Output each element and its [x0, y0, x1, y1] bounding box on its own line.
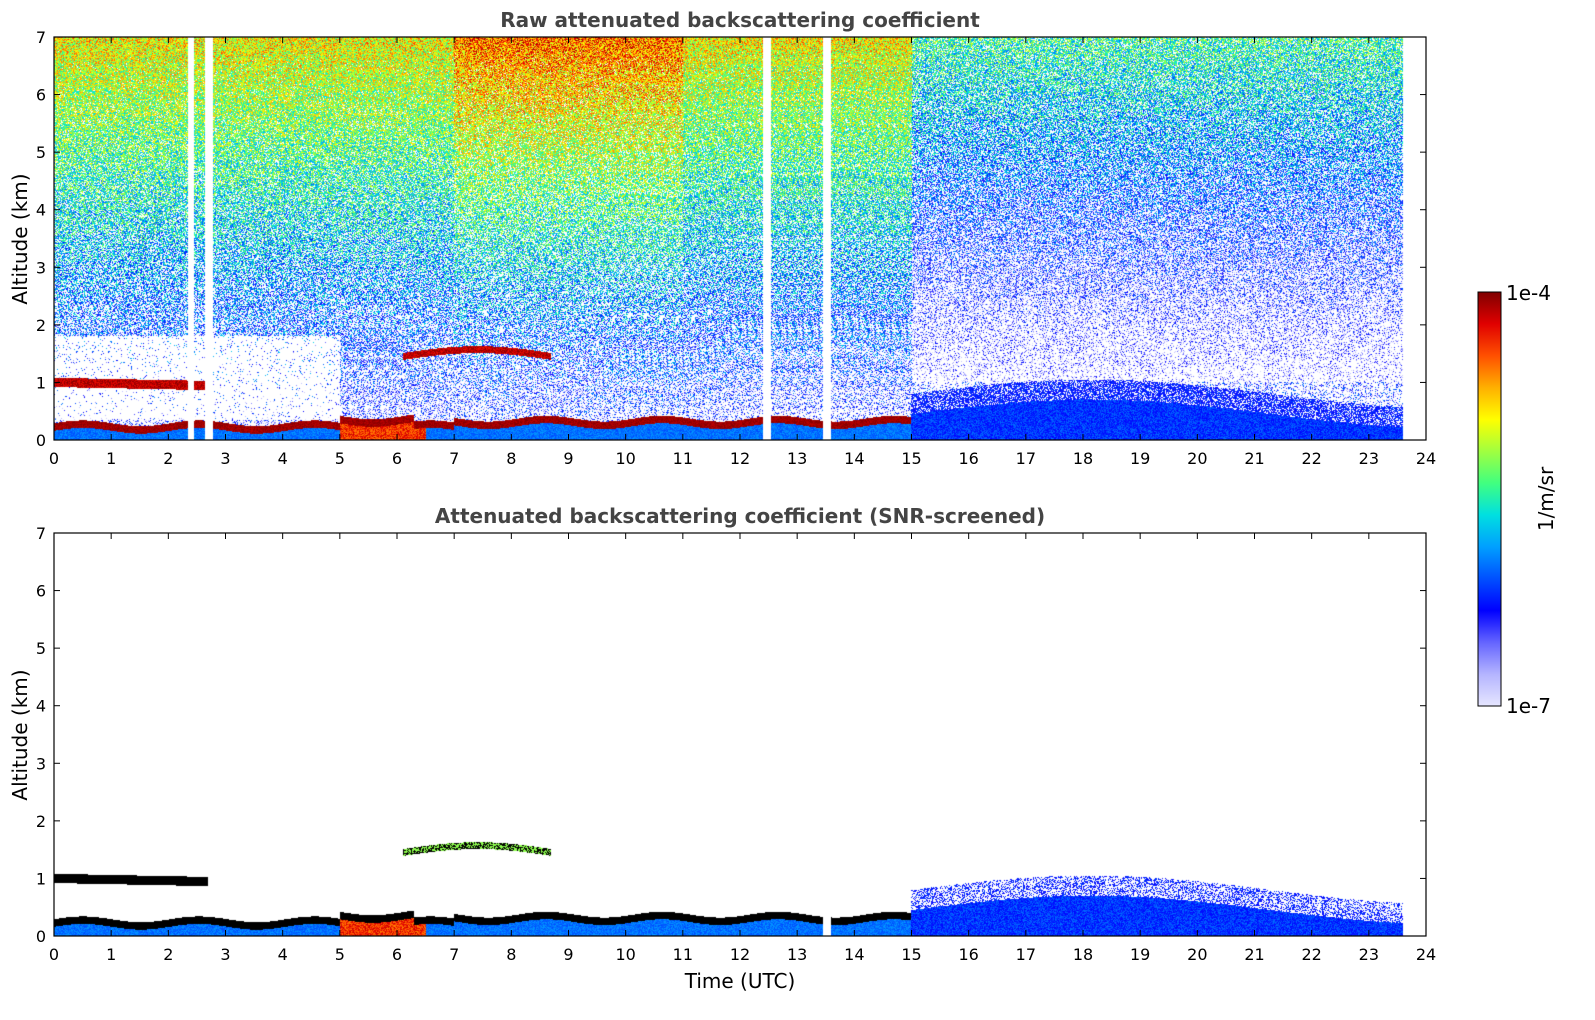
raw-x-tick-label: 0 — [49, 449, 59, 468]
snr-x-tick-label: 2 — [163, 945, 173, 964]
snr-y-tick-label: 0 — [36, 927, 46, 946]
raw-x-tick-label: 14 — [844, 449, 864, 468]
raw-y-tick-label: 1 — [36, 373, 46, 392]
snr-x-tick-label: 18 — [1073, 945, 1093, 964]
raw-x-tick-label: 21 — [1244, 449, 1264, 468]
snr-axes-ticks: 0 1 2 3 4 5 6 7 8 9 10 11 12 13 14 15 16 17 18 19 20 21 22 23 24… — [36, 524, 1436, 964]
raw-y-tick-label: 6 — [36, 86, 46, 105]
snr-y-tick-label: 6 — [36, 582, 46, 601]
raw-x-tick-label: 13 — [787, 449, 807, 468]
snr-x-tick-label: 7 — [449, 945, 459, 964]
snr-y-axis-label: Altitude (km) — [8, 669, 32, 800]
snr-y-tick-label: 1 — [36, 869, 46, 888]
raw-x-tick-label: 5 — [335, 449, 345, 468]
snr-x-tick-label: 15 — [901, 945, 921, 964]
snr-y-tick-label: 7 — [36, 524, 46, 543]
raw-x-tick-label: 17 — [1016, 449, 1036, 468]
snr-y-tick-label: 3 — [36, 754, 46, 773]
x-axis-label: Time (UTC) — [684, 969, 796, 993]
snr-y-tick-label: 2 — [36, 812, 46, 831]
snr-x-tick-label: 13 — [787, 945, 807, 964]
raw-x-tick-label: 16 — [958, 449, 978, 468]
snr-x-tick-label: 8 — [506, 945, 516, 964]
raw-x-tick-label: 19 — [1130, 449, 1150, 468]
snr-y-tick-label: 5 — [36, 639, 46, 658]
snr-x-tick-label: 11 — [673, 945, 693, 964]
raw-x-tick-label: 23 — [1359, 449, 1379, 468]
snr-x-tick-label: 20 — [1187, 945, 1207, 964]
colorbar-scale — [1477, 291, 1502, 707]
raw-y-tick-label: 4 — [36, 201, 46, 220]
snr-x-tick-label: 3 — [220, 945, 230, 964]
snr-x-tick-label: 9 — [563, 945, 573, 964]
raw-x-tick-label: 2 — [163, 449, 173, 468]
raw-x-tick-label: 18 — [1073, 449, 1093, 468]
snr-screened-panel: Attenuated backscattering coefficient (S… — [8, 504, 1436, 993]
raw-y-axis-label: Altitude (km) — [8, 173, 32, 304]
snr-panel-title: Attenuated backscattering coefficient (S… — [435, 504, 1045, 528]
snr-x-tick-label: 1 — [106, 945, 116, 964]
snr-x-tick-label: 19 — [1130, 945, 1150, 964]
raw-x-tick-label: 6 — [392, 449, 402, 468]
raw-x-tick-label: 12 — [730, 449, 750, 468]
snr-x-tick-label: 22 — [1301, 945, 1321, 964]
snr-x-tick-label: 24 — [1416, 945, 1436, 964]
colorbar-max-label: 1e-4 — [1506, 281, 1551, 305]
snr-x-tick-label: 23 — [1359, 945, 1379, 964]
snr-x-tick-label: 16 — [958, 945, 978, 964]
raw-x-tick-label: 7 — [449, 449, 459, 468]
colorbar: 1e-4 1e-7 1/m/sr — [1477, 281, 1558, 718]
snr-x-tick-label: 5 — [335, 945, 345, 964]
raw-heatmap — [54, 37, 1426, 440]
snr-x-tick-label: 6 — [392, 945, 402, 964]
raw-axes-ticks: 0 1 2 3 4 5 6 7 8 9 10 11 12 13 14 15 16 17 18 19 20 21 22 23 24… — [36, 28, 1436, 468]
raw-x-tick-label: 20 — [1187, 449, 1207, 468]
raw-x-tick-label: 15 — [901, 449, 921, 468]
snr-x-tick-label: 10 — [615, 945, 635, 964]
raw-x-tick-label: 4 — [278, 449, 288, 468]
raw-x-tick-label: 22 — [1301, 449, 1321, 468]
snr-x-tick-label: 4 — [278, 945, 288, 964]
snr-y-tick-label: 4 — [36, 697, 46, 716]
colorbar-min-label: 1e-7 — [1506, 694, 1551, 718]
snr-x-tick-label: 14 — [844, 945, 864, 964]
raw-backscatter-panel: Raw attenuated backscattering coefficien… — [8, 8, 1436, 468]
colorbar-unit-label: 1/m/sr — [1534, 466, 1558, 531]
raw-x-tick-label: 3 — [220, 449, 230, 468]
raw-x-tick-label: 24 — [1416, 449, 1436, 468]
raw-y-tick-label: 7 — [36, 28, 46, 47]
snr-x-tick-label: 21 — [1244, 945, 1264, 964]
raw-x-tick-label: 11 — [673, 449, 693, 468]
raw-x-tick-label: 9 — [563, 449, 573, 468]
raw-panel-title: Raw attenuated backscattering coefficien… — [500, 8, 980, 32]
snr-x-tick-label: 17 — [1016, 945, 1036, 964]
raw-y-tick-label: 2 — [36, 316, 46, 335]
raw-x-tick-label: 1 — [106, 449, 116, 468]
raw-x-tick-label: 8 — [506, 449, 516, 468]
snr-x-tick-label: 12 — [730, 945, 750, 964]
snr-x-tick-label: 0 — [49, 945, 59, 964]
snr-heatmap — [54, 533, 1426, 936]
raw-y-tick-label: 0 — [36, 431, 46, 450]
raw-x-tick-label: 10 — [615, 449, 635, 468]
raw-y-tick-label: 5 — [36, 143, 46, 162]
raw-y-tick-label: 3 — [36, 258, 46, 277]
